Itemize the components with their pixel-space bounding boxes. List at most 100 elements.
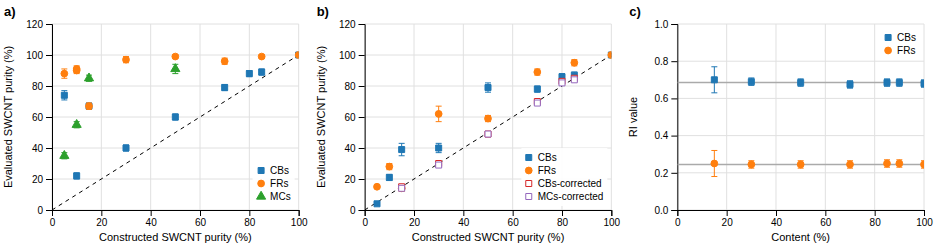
tick-label: 20 [409, 217, 421, 228]
tick: 1.0 [654, 19, 677, 30]
panel: 0204060801000.00.20.40.60.81.0CBsFRsc)Co… [627, 4, 933, 243]
tick-mark [671, 61, 677, 62]
tick-label: 100 [339, 50, 356, 61]
tick-label: 0.4 [654, 130, 668, 141]
error-bar [896, 79, 902, 86]
tick: 60 [195, 210, 207, 228]
tick: 0.4 [654, 130, 677, 141]
tick-label: 0 [50, 217, 56, 228]
tick-label: 40 [146, 217, 158, 228]
point [847, 81, 853, 87]
point [123, 145, 129, 151]
error-bar [61, 69, 67, 78]
tick: 80 [32, 81, 52, 92]
point [222, 85, 228, 91]
tick: 40 [345, 143, 365, 154]
point [608, 52, 611, 58]
legend-symbol [257, 191, 266, 199]
point [847, 161, 854, 168]
plot-area [52, 52, 299, 210]
point [748, 79, 754, 85]
error-bar [534, 69, 540, 75]
tick-mark [101, 210, 102, 216]
tick: 20 [722, 210, 734, 228]
x-axis-label: Constructed SWCNT purity (%) [99, 231, 252, 243]
legend-label: CBs-corrected [538, 178, 602, 189]
legend-symbol [258, 168, 264, 174]
point [711, 160, 718, 167]
tick: 0.2 [654, 168, 677, 179]
grid-line-x [825, 24, 826, 210]
tick-label: 60 [508, 217, 520, 228]
legend-label: CBs [897, 32, 916, 43]
y-axis-label: Evaluated SWCNT purity (%) [315, 46, 327, 188]
legend-symbol [526, 181, 532, 187]
error-bar [711, 67, 717, 93]
axis-domain [671, 25, 678, 211]
tick-label: 100 [603, 217, 620, 228]
point [884, 80, 890, 86]
error-bar [921, 80, 924, 87]
tick: 80 [870, 210, 882, 228]
tick: 80 [345, 81, 365, 92]
error-bar [222, 58, 228, 64]
tick-mark [611, 210, 612, 216]
plot-area [365, 52, 612, 210]
grid-line-x [726, 24, 727, 210]
tick-mark [46, 55, 52, 56]
axis-domain [678, 211, 925, 217]
tick: 20 [409, 210, 421, 228]
grid-line-y [52, 148, 299, 149]
error-bar [399, 185, 405, 191]
point [374, 183, 381, 190]
point [534, 69, 541, 76]
tick-mark [151, 210, 152, 216]
point [171, 64, 180, 72]
tick: 0.6 [654, 93, 677, 104]
error-bar [748, 161, 754, 168]
legend-symbol [885, 47, 892, 54]
tick-label: 0 [675, 217, 681, 228]
tick: 120 [339, 19, 365, 30]
legend-entry: MCs [257, 191, 291, 202]
tick-label: 0 [350, 205, 356, 216]
y-axis: 0.00.20.40.60.81.0 [654, 19, 677, 216]
tick-mark [359, 117, 365, 118]
tick: 40 [146, 210, 158, 228]
tick-mark [562, 210, 563, 216]
axis-domain [365, 211, 612, 217]
error-bar [847, 81, 853, 88]
series [711, 67, 924, 93]
point [435, 111, 442, 118]
legend-label: FRs [897, 45, 915, 56]
error-bar [246, 71, 252, 77]
reference-line [365, 55, 612, 210]
error-bar [386, 174, 392, 180]
tick-mark [924, 210, 925, 216]
error-bar [123, 57, 129, 63]
axis-domain [359, 25, 366, 211]
tick: 20 [345, 174, 365, 185]
point [73, 66, 80, 73]
error-bar [485, 83, 491, 92]
tick-label: 80 [244, 217, 256, 228]
error-bar [485, 115, 491, 121]
grid-line-x [874, 24, 875, 210]
legend-background [881, 28, 920, 60]
legend-label: CBs [538, 152, 557, 163]
tick-label: 20 [96, 217, 108, 228]
legend-symbol [885, 35, 891, 41]
point [295, 52, 298, 59]
grid-line-y [677, 24, 924, 25]
point [534, 86, 540, 92]
legend-label: MCs-corrected [538, 191, 604, 202]
tick: 60 [32, 112, 52, 123]
point [485, 115, 492, 122]
y-axis-label: Evaluated SWCNT purity (%) [2, 46, 14, 188]
grid-line-y [677, 135, 924, 136]
point [221, 58, 228, 65]
error-bar [436, 106, 442, 122]
error-bar [86, 103, 92, 109]
legend-background [253, 161, 295, 206]
y-axis: 020406080100120 [26, 19, 52, 216]
